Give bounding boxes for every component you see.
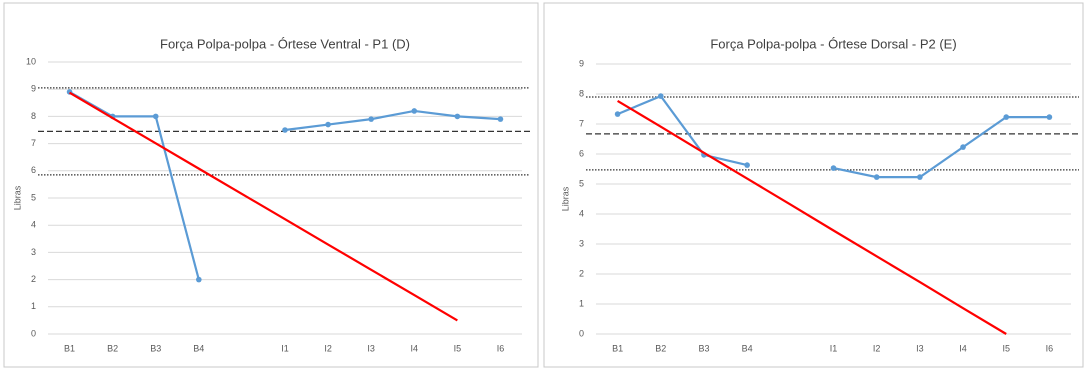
- y-tick-label: 4: [31, 220, 36, 230]
- x-tick-label: I1: [830, 343, 838, 353]
- y-tick-label: 4: [579, 208, 584, 218]
- data-point: [152, 113, 159, 120]
- y-tick-label: 6: [31, 165, 36, 175]
- y-tick-label: 3: [579, 238, 584, 248]
- y-axis-label: Libras: [12, 185, 22, 210]
- data-point: [454, 113, 461, 120]
- series-line: [617, 99, 1007, 335]
- x-tick-label: B3: [698, 343, 709, 353]
- y-tick-label: 2: [579, 268, 584, 278]
- chart-title: Força Polpa-polpa - Órtese Ventral - P1 …: [160, 36, 410, 51]
- y-tick-label: 2: [31, 274, 36, 284]
- x-tick-label: I4: [959, 343, 967, 353]
- y-tick-label: 1: [31, 301, 36, 311]
- series-line: [68, 91, 458, 322]
- x-tick-label: I1: [281, 343, 289, 353]
- x-tick-label: B4: [193, 343, 204, 353]
- y-tick-label: 8: [579, 88, 584, 98]
- x-tick-label: I2: [873, 343, 881, 353]
- y-tick-label: 5: [579, 178, 584, 188]
- data-point: [744, 162, 750, 168]
- chart-title: Força Polpa-polpa - Órtese Dorsal - P2 (…: [710, 36, 956, 51]
- x-tick-label: B3: [150, 343, 161, 353]
- data-point: [1046, 114, 1053, 120]
- y-tick-label: 10: [26, 56, 36, 66]
- y-tick-label: 6: [579, 148, 584, 158]
- y-tick-label: 7: [31, 138, 36, 148]
- y-tick-label: 7: [579, 118, 584, 128]
- x-tick-label: I6: [1046, 343, 1054, 353]
- y-tick-label: 9: [31, 84, 36, 94]
- x-tick-label: B1: [612, 343, 623, 353]
- x-tick-label: B1: [64, 343, 75, 353]
- x-tick-label: I5: [454, 343, 462, 353]
- y-tick-label: 9: [579, 58, 584, 68]
- data-point: [960, 144, 966, 150]
- x-tick-label: B2: [107, 343, 118, 353]
- data-point: [917, 174, 923, 180]
- x-tick-label: I5: [1002, 343, 1010, 353]
- data-point: [411, 108, 418, 114]
- data-point: [614, 111, 621, 117]
- x-tick-label: I3: [916, 343, 924, 353]
- data-point: [830, 165, 837, 171]
- x-tick-label: B4: [742, 343, 753, 353]
- data-point: [497, 116, 504, 122]
- y-tick-label: 0: [31, 328, 36, 338]
- series-line: [833, 116, 1050, 179]
- y-tick-label: 3: [31, 247, 36, 257]
- y-tick-label: 5: [31, 192, 36, 202]
- data-point: [657, 93, 664, 99]
- data-point: [325, 121, 331, 128]
- x-tick-label: I2: [324, 343, 332, 353]
- panel: [543, 2, 1084, 368]
- x-tick-label: B2: [655, 343, 666, 353]
- x-tick-label: I3: [367, 343, 375, 353]
- series-line: [284, 109, 501, 132]
- x-tick-label: I6: [497, 343, 505, 353]
- y-axis-label: Libras: [560, 186, 570, 211]
- panel: [3, 2, 539, 368]
- y-tick-label: 0: [579, 328, 584, 338]
- data-point: [1003, 114, 1010, 120]
- y-tick-label: 1: [579, 298, 584, 308]
- data-point: [282, 127, 288, 133]
- data-point: [368, 116, 374, 122]
- series-line: [617, 94, 748, 167]
- data-point: [873, 174, 880, 180]
- data-point: [196, 276, 202, 283]
- y-tick-label: 8: [31, 111, 36, 121]
- x-tick-label: I4: [411, 343, 419, 353]
